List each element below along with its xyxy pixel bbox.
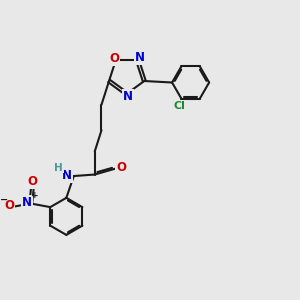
Text: N: N — [135, 51, 145, 64]
Text: O: O — [116, 160, 126, 174]
Text: H: H — [55, 163, 63, 173]
Text: N: N — [123, 90, 133, 103]
Text: O: O — [109, 52, 119, 65]
Text: O: O — [27, 175, 37, 188]
Text: O: O — [4, 200, 14, 212]
Text: −: − — [0, 195, 8, 205]
Text: Cl: Cl — [174, 101, 186, 111]
Text: +: + — [31, 191, 38, 200]
Text: N: N — [22, 196, 32, 208]
Text: N: N — [62, 169, 72, 182]
